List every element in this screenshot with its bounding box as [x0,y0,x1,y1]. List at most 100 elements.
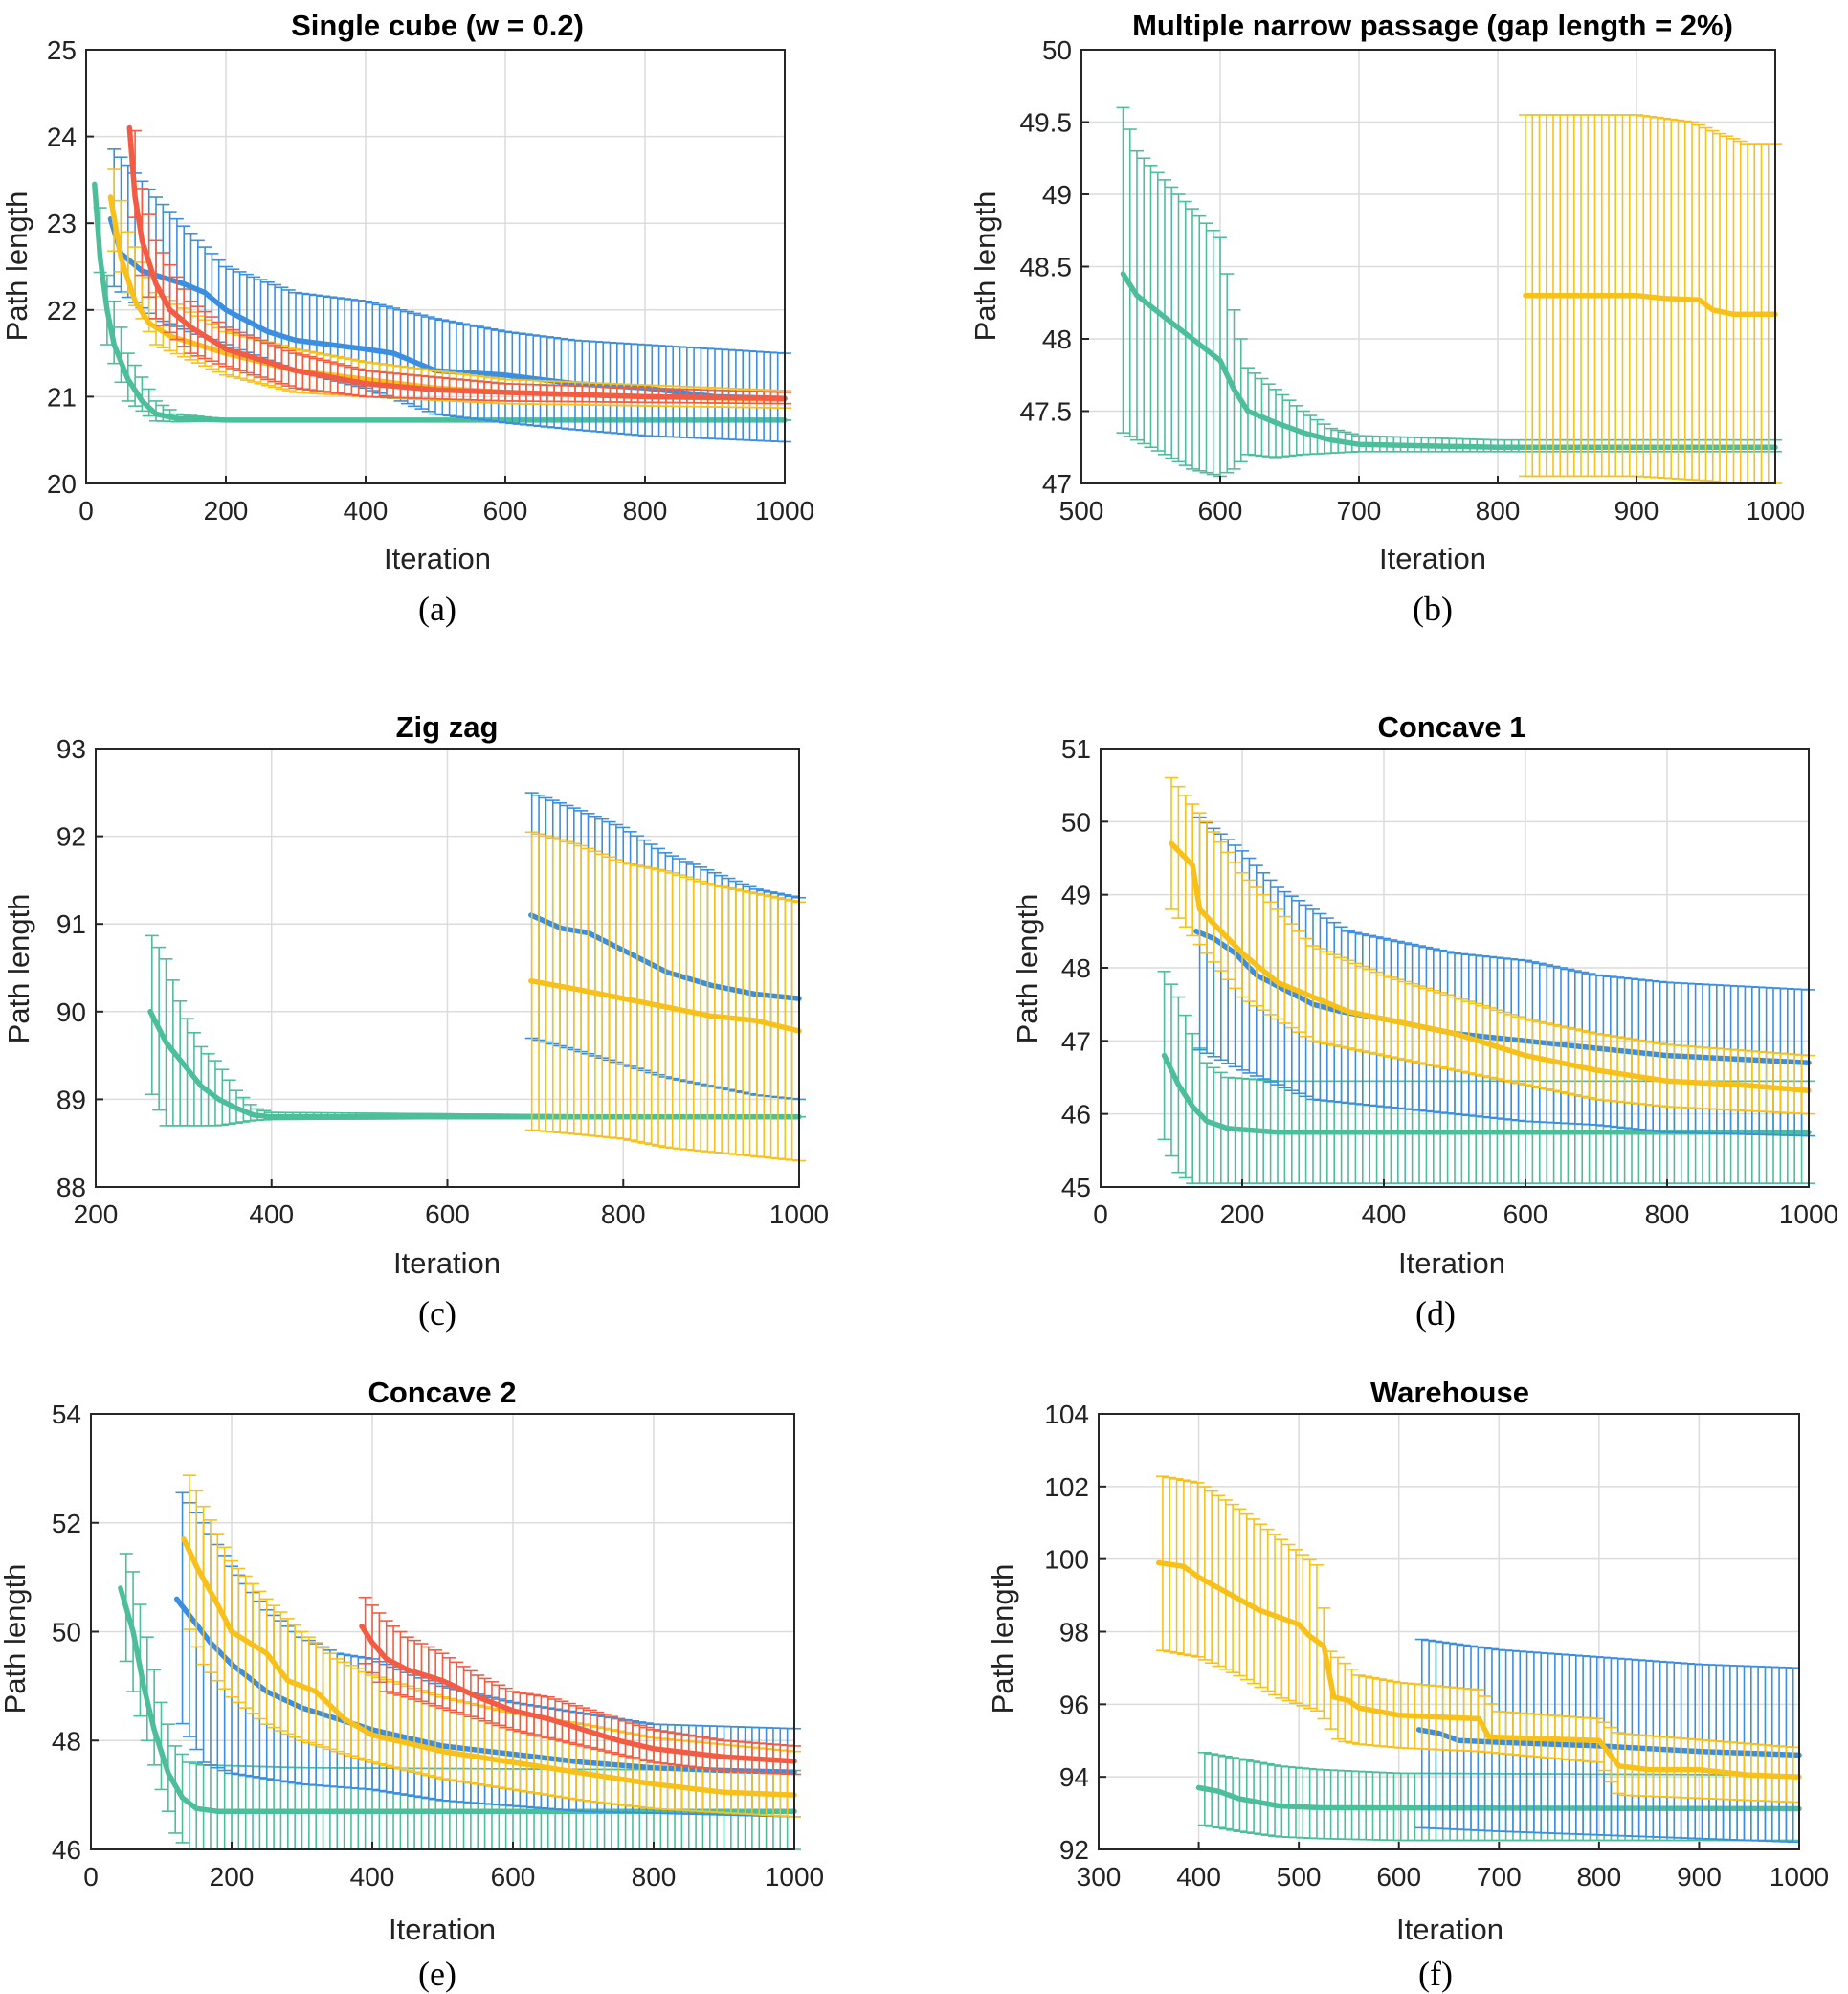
series-green [1157,971,1815,1184]
x-tick-label: 700 [1337,496,1382,526]
x-tick-label: 200 [1220,1199,1265,1229]
mean-line-green [118,1585,797,1814]
y-tick-label: 49 [1042,180,1072,210]
series-red [126,124,791,405]
panel-title: Warehouse [1370,1376,1529,1409]
x-axis-label: Iteration [1396,1913,1503,1946]
x-tick-label: 600 [491,1862,536,1892]
mean-line-red [359,1624,797,1764]
series-green [1116,106,1782,478]
mean-line-yellow [1169,840,1812,1093]
y-axis-label: Path length [2,894,35,1044]
x-tick-label: 800 [1576,1862,1621,1892]
y-axis-label: Path length [0,1564,32,1714]
x-tick-label: 600 [1503,1199,1548,1229]
y-tick-label: 102 [1044,1472,1089,1502]
x-axis-label: Iteration [393,1246,501,1280]
y-axis-label: Path length [1011,894,1044,1044]
x-tick-label: 400 [344,496,389,526]
x-axis-label: Iteration [1379,542,1486,575]
panel-d-concave-1: Concave 1 Iteration Path length (d) 0 200… [1011,710,1838,1333]
x-tick-label: 700 [1477,1862,1522,1892]
series-green [92,181,791,423]
panel-title: Single cube (w = 0.2) [291,9,584,42]
mean-line-green [1161,1052,1812,1135]
x-tick-label: 600 [1198,496,1243,526]
x-tick-label: 800 [1476,496,1521,526]
y-axis-label: Path length [969,191,1002,342]
x-tick-label: 1000 [755,496,814,526]
series-yellow [524,831,806,1162]
x-tick-label: 1000 [1770,1862,1829,1892]
x-tick-label: 800 [632,1862,677,1892]
y-tick-label: 94 [1059,1762,1089,1792]
y-tick-label: 88 [56,1173,86,1202]
x-tick-label: 200 [204,496,249,526]
y-tick-label: 49.5 [1020,108,1073,138]
series-yellow [1155,1475,1802,1804]
panel-b-multiple-narrow-passage: Multiple narrow passage (gap length = 2%… [969,9,1805,628]
x-tick-label: 800 [623,496,668,526]
panel-caption: (e) [418,1955,456,1993]
x-axis-label: Iteration [389,1913,496,1946]
y-tick-label: 92 [1059,1835,1089,1865]
series-green [145,934,806,1127]
y-tick-label: 21 [47,382,77,412]
y-tick-label: 20 [47,469,77,499]
y-axis-label: Path length [986,1564,1019,1714]
panel-caption: (b) [1413,590,1453,628]
y-tick-label: 46 [1061,1100,1091,1130]
mean-line-yellow [528,977,802,1034]
panel-title: Concave 2 [367,1376,516,1409]
panel-title: Concave 1 [1377,710,1525,744]
panel-title: Multiple narrow passage (gap length = 2%… [1132,9,1733,42]
y-tick-label: 48 [1061,953,1091,983]
mean-line-yellow [181,1536,797,1798]
x-axis-label: Iteration [1398,1246,1505,1280]
x-tick-label: 400 [1362,1199,1407,1229]
x-tick-label: 500 [1059,496,1104,526]
panel-a-single-cube: Single cube (w = 0.2) Iteration Path len… [0,9,814,628]
panel-e-concave-2: Concave 2 Iteration Path length (e) 0 200… [0,1376,824,1993]
x-tick-label: 800 [1645,1199,1690,1229]
mean-line-yellow [1523,292,1778,318]
y-tick-label: 104 [1044,1400,1089,1429]
x-tick-label: 300 [1077,1862,1122,1892]
x-tick-label: 600 [1376,1862,1421,1892]
series-blue [1192,816,1815,1137]
mean-line-green [1120,271,1778,451]
x-tick-label: 400 [1176,1862,1221,1892]
series-blue [1414,1638,1802,1843]
y-tick-label: 45 [1061,1173,1091,1202]
y-axis-label: Path length [0,191,33,342]
y-tick-label: 24 [47,123,77,152]
y-tick-label: 47 [1042,469,1072,499]
mean-line-green [147,1009,802,1120]
y-tick-label: 100 [1044,1545,1089,1575]
mean-line-yellow [1155,1559,1802,1780]
mean-line-green [92,181,788,423]
plot-frame [85,49,786,484]
x-tick-label: 200 [74,1199,119,1229]
panel-f-warehouse: Warehouse Iteration Path length (f) 300 4… [986,1376,1829,1993]
mean-line-red [126,124,788,401]
x-tick-label: 900 [1677,1862,1722,1892]
x-tick-label: 1000 [1746,496,1805,526]
x-tick-label: 900 [1614,496,1659,526]
x-tick-label: 800 [601,1199,646,1229]
series-yellow [181,1474,801,1818]
y-tick-label: 47 [1061,1026,1091,1056]
x-tick-label: 200 [210,1862,255,1892]
y-tick-label: 46 [52,1835,81,1865]
x-tick-label: 0 [1093,1199,1108,1229]
panel-caption: (c) [418,1294,456,1333]
panel-caption: (f) [1418,1955,1453,1993]
y-tick-label: 25 [47,35,77,65]
x-tick-label: 0 [78,496,94,526]
y-tick-label: 50 [1061,807,1091,837]
y-tick-label: 52 [52,1509,81,1538]
x-tick-label: 400 [350,1862,395,1892]
y-tick-label: 90 [56,997,86,1027]
x-tick-label: 500 [1277,1862,1322,1892]
